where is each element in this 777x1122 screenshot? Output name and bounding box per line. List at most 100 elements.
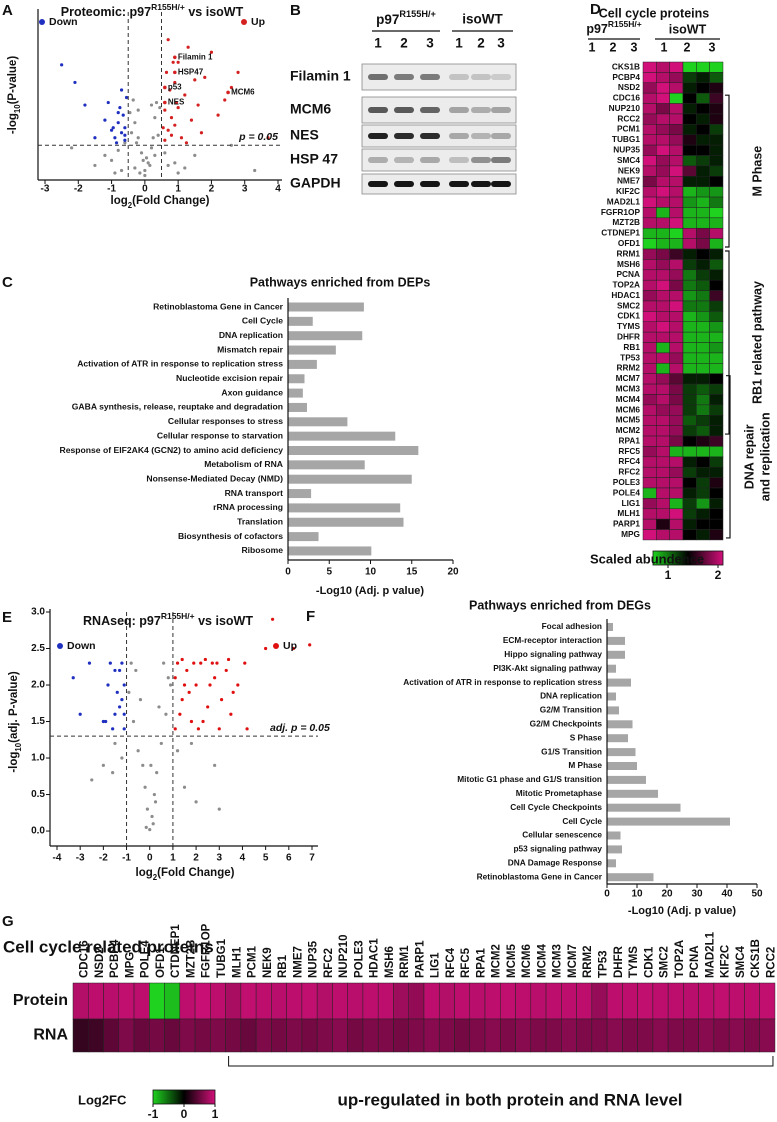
heatmap-cell [332,982,348,1020]
category-label: Cellular responses to stress [168,416,283,426]
heatmap-cell [669,331,684,343]
column-label: CTDNEP1 [170,924,182,978]
heatmap-cell [709,290,724,302]
point [120,661,124,665]
heatmap-cell [682,311,697,322]
column-label: MCM4 [536,944,548,978]
point [153,116,157,120]
heatmap-cell [88,1018,104,1053]
heatmap-cell [642,383,657,395]
x-tick-label: 20 [447,567,459,578]
heatmap-cell [682,186,697,198]
heatmap-cell [656,331,670,343]
heatmap-cell [682,176,697,187]
blot-band [368,107,388,113]
heatmap-cell [656,518,670,530]
x-axis-label-part: log [111,195,128,207]
panel-letter: B [290,2,301,19]
column-label: 2 [684,40,691,54]
colorbar-tick-label: 0 [181,1107,188,1121]
heatmap-cell [642,259,657,271]
heatmap-cell [669,144,684,156]
bar [288,517,404,527]
row-label: PARP1 [613,519,640,529]
heatmap-cell [696,144,710,156]
category-label: Cell Cycle [242,316,283,326]
row-label: RPA1 [618,435,640,445]
point [186,45,190,49]
heatmap-cell [669,435,684,447]
heatmap-cell [713,1018,730,1053]
point [217,807,221,811]
heatmap-cell [642,217,657,229]
point [117,705,122,709]
heatmap-cell [682,279,697,291]
heatmap-cell [709,331,724,343]
heatmap-cell [642,103,657,115]
heatmap-cell [669,72,684,84]
row-label: PCBP4 [612,72,640,82]
point [231,690,235,694]
point [123,141,127,145]
point [180,698,184,702]
point [122,683,126,687]
point [215,661,219,665]
heatmap-cell [591,1018,608,1053]
y-axis-label: -log10(P-value) [7,56,22,135]
heatmap-cell [696,446,710,458]
point [101,763,105,767]
heatmap-cell [656,238,670,250]
heatmap-cell [667,1018,684,1053]
point [183,166,187,170]
y-axis-label-part: (P-value) [7,56,19,105]
chart-title: Cell cycle proteins [599,6,710,20]
x-tick-label: 1 [170,853,176,864]
blot-band [471,74,491,80]
heatmap-cell [669,498,684,510]
heatmap-cell [696,404,710,416]
heatmap-cell [682,82,697,94]
column-label: 1 [589,40,596,54]
point [178,712,182,716]
heatmap-cell [642,248,657,260]
column-label: MCM5 [506,944,518,978]
heatmap-cell [622,1018,638,1053]
heatmap-cell [696,124,710,135]
point [264,646,268,651]
row-label: RCC2 [617,113,640,123]
point [149,763,153,767]
heatmap-cell [642,331,657,343]
point [148,163,152,168]
heatmap-cell [179,982,196,1020]
heatmap-cell [669,311,684,322]
heatmap-cell [709,155,724,167]
bar [607,678,631,687]
heatmap-cell [696,352,710,364]
heatmap-cell [696,518,710,530]
point [156,133,160,137]
heatmap-cell [316,982,333,1020]
heatmap-cell [656,207,670,219]
heatmap-cell [656,498,670,510]
heatmap-cell [709,383,724,395]
point [128,111,132,115]
point [121,113,125,117]
column-label: RB1 [277,954,289,978]
row-label: HDAC1 [611,290,640,300]
chart-title-part: R155H/+ [151,2,185,12]
heatmap-cell [669,383,684,395]
point [194,683,198,687]
point [148,827,152,832]
row-group-label: M Phase [750,146,764,197]
heatmap-cell [696,186,710,198]
column-label: RFC2 [323,948,335,978]
category-label: Mitotic Prometaphase [516,788,603,798]
heatmap-cell [709,373,724,385]
heatmap-cell [709,435,724,447]
heatmap-cell [301,982,318,1020]
blot-group-part: R155H/+ [399,9,435,19]
heatmap-cell [682,477,697,489]
point [71,676,75,680]
x-axis-label: log2(Fold Change) [136,867,235,882]
point [216,113,220,117]
